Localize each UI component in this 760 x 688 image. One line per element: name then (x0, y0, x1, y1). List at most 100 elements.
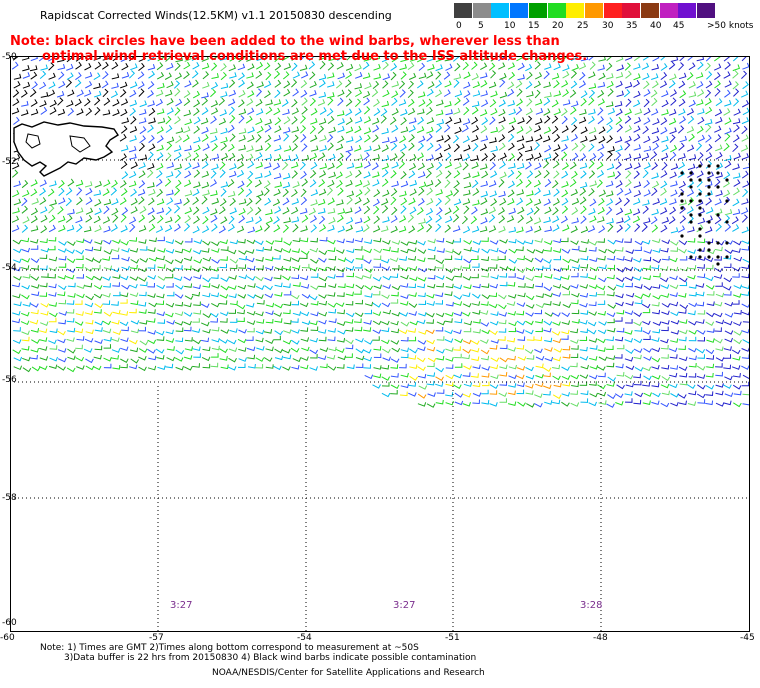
wind-barb (372, 336, 380, 341)
wind-barb (381, 155, 390, 162)
wind-barb (435, 189, 443, 196)
wind-barb (670, 311, 680, 317)
wind-barb (363, 116, 372, 124)
quality-flag-dot (689, 199, 693, 203)
wind-barb (13, 356, 23, 362)
wind-barb (607, 146, 615, 153)
wind-barb (652, 295, 661, 300)
quality-flag-dot (689, 255, 693, 259)
wind-barb (238, 274, 248, 280)
wind-barb (480, 62, 488, 71)
wind-barb (155, 225, 164, 233)
wind-barb (668, 117, 677, 125)
wind-barb (111, 207, 119, 216)
wind-barb (606, 403, 615, 408)
wind-barb (435, 71, 442, 80)
wind-barb (184, 346, 193, 352)
wind-barb (534, 187, 542, 196)
wind-barb (408, 382, 417, 387)
wind-barb (660, 71, 668, 80)
wind-barb (11, 61, 19, 70)
wind-barb (300, 188, 307, 198)
wind-barb (732, 373, 741, 378)
wind-barb (93, 189, 102, 196)
wind-barb (533, 80, 541, 89)
wind-barb (229, 54, 237, 62)
wind-barb (453, 188, 460, 197)
wind-barb (184, 238, 193, 243)
wind-barb (265, 364, 274, 369)
wind-barb (471, 273, 479, 279)
wind-barb (308, 295, 318, 301)
wind-barb (381, 302, 391, 308)
quality-flag-dot (716, 213, 720, 217)
wind-barb (624, 188, 632, 196)
wind-barb (337, 89, 345, 97)
wind-barb (66, 63, 74, 71)
wind-barb (552, 399, 561, 405)
wind-barb (408, 117, 417, 124)
wind-barb (94, 199, 102, 207)
wind-barb (499, 152, 507, 160)
wind-barb (508, 294, 517, 299)
wind-barb (173, 80, 181, 89)
wind-barb (552, 284, 562, 289)
wind-barb (193, 310, 202, 315)
wind-barb (237, 309, 245, 315)
wind-barb (598, 400, 607, 405)
wind-barb (499, 398, 508, 403)
wind-barb (193, 181, 201, 189)
wind-barb (102, 61, 109, 70)
wind-barb (246, 206, 254, 215)
wind-barb (472, 293, 481, 299)
wind-barb (742, 81, 749, 90)
wind-barb (715, 144, 723, 152)
wind-barb (129, 237, 138, 242)
wind-barb (651, 375, 661, 380)
wind-barb (13, 301, 22, 307)
wind-barb (489, 283, 498, 289)
wind-barb (569, 161, 577, 170)
wind-barb (453, 284, 463, 290)
wind-barb (48, 302, 57, 307)
wind-barb (399, 215, 407, 223)
wind-barb (139, 126, 147, 135)
wind-barb (724, 127, 732, 135)
wind-barb (552, 312, 561, 317)
wind-barb (607, 285, 617, 291)
wind-barb (697, 399, 706, 404)
wind-barb (193, 136, 201, 144)
wind-barb (219, 169, 226, 178)
wind-barb (326, 354, 336, 360)
wind-barb (85, 275, 95, 281)
wind-barb (696, 319, 705, 324)
wind-barb (148, 107, 156, 116)
wind-barb (407, 256, 417, 261)
wind-barb (561, 329, 570, 335)
wind-barb (643, 89, 651, 97)
wind-barb (661, 310, 670, 316)
wind-barb (211, 284, 220, 289)
wind-barb (129, 126, 138, 133)
wind-barb (678, 161, 686, 170)
wind-barb (553, 348, 563, 353)
wind-barb (202, 283, 211, 288)
wind-barb (668, 61, 676, 70)
wind-barb (13, 180, 21, 188)
wind-barb (741, 226, 749, 234)
wind-barb (589, 135, 597, 142)
wind-barb (524, 53, 533, 61)
wind-barb (614, 100, 623, 108)
wind-barb (327, 81, 335, 88)
wind-barb (48, 364, 58, 370)
wind-barb (426, 187, 434, 196)
wind-barb (615, 197, 623, 206)
wind-barb (128, 180, 137, 188)
wind-barb (372, 329, 382, 334)
wind-barb (507, 355, 516, 361)
wind-barb (380, 258, 390, 264)
wind-barb (633, 312, 642, 318)
wind-barb (229, 264, 238, 270)
wind-barb (355, 338, 364, 343)
wind-barb (472, 318, 481, 324)
